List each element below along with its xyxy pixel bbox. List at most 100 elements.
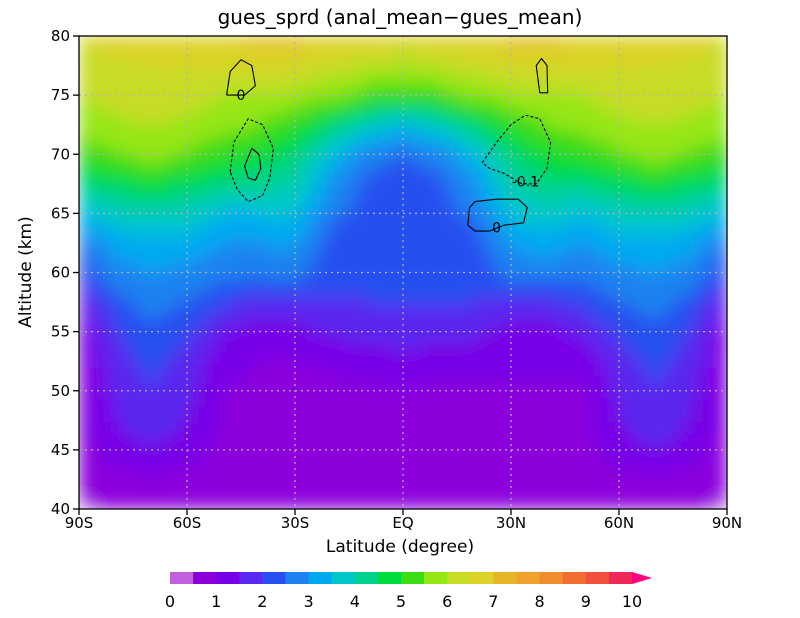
- heatmap-cell: [208, 477, 217, 486]
- heatmap-cell: [439, 209, 447, 218]
- heatmap-cell: [208, 453, 217, 463]
- heatmap-cell: [640, 201, 649, 211]
- heatmap-cell: [165, 75, 174, 84]
- heatmap-cell: [215, 477, 224, 486]
- heatmap-cell: [136, 130, 145, 140]
- heatmap-cell: [107, 146, 116, 155]
- heatmap-cell: [611, 91, 620, 100]
- heatmap-cell: [158, 130, 166, 140]
- heatmap-cell: [489, 453, 498, 463]
- heatmap-cell: [590, 146, 598, 155]
- heatmap-cell: [453, 154, 462, 163]
- heatmap-cell: [143, 406, 152, 415]
- heatmap-cell: [79, 67, 87, 77]
- heatmap-cell: [489, 154, 498, 163]
- heatmap-cell: [712, 359, 721, 368]
- heatmap-cell: [719, 398, 727, 408]
- heatmap-cell: [208, 146, 217, 155]
- heatmap-cell: [453, 501, 462, 509]
- heatmap-cell: [93, 477, 102, 486]
- heatmap-cell: [662, 311, 670, 321]
- heatmap-cell: [611, 146, 620, 155]
- heatmap-cell: [179, 288, 188, 297]
- heatmap-cell: [431, 83, 440, 92]
- heatmap-cell: [676, 414, 685, 423]
- heatmap-cell: [158, 501, 166, 509]
- heatmap-cell: [165, 485, 174, 494]
- heatmap-cell: [179, 240, 188, 250]
- heatmap-cell: [352, 162, 361, 171]
- heatmap-cell: [287, 304, 296, 313]
- heatmap-cell: [503, 83, 512, 92]
- heatmap-cell: [655, 225, 663, 234]
- heatmap-cell: [662, 430, 670, 439]
- heatmap-cell: [151, 106, 159, 116]
- heatmap-cell: [259, 185, 267, 195]
- heatmap-cell: [431, 422, 440, 431]
- heatmap-cell: [532, 75, 541, 84]
- heatmap-cell: [439, 91, 447, 100]
- heatmap-cell: [431, 493, 440, 502]
- heatmap-cell: [705, 319, 714, 329]
- heatmap-cell: [424, 493, 433, 502]
- heatmap-cell: [525, 114, 534, 124]
- heatmap-cell: [475, 374, 483, 384]
- heatmap-cell: [388, 67, 397, 77]
- heatmap-cell: [244, 501, 253, 509]
- heatmap-cell: [662, 359, 670, 368]
- heatmap-cell: [619, 327, 627, 337]
- heatmap-cell: [403, 217, 411, 226]
- heatmap-cell: [575, 170, 584, 179]
- heatmap-cell: [655, 501, 663, 509]
- heatmap-cell: [633, 335, 642, 345]
- heatmap-cell: [712, 422, 721, 431]
- heatmap-cell: [143, 240, 152, 250]
- heatmap-cell: [345, 114, 354, 124]
- heatmap-cell: [410, 477, 418, 486]
- heatmap-cell: [439, 248, 447, 258]
- heatmap-cell: [107, 280, 116, 289]
- heatmap-cell: [302, 138, 310, 147]
- heatmap-cell: [503, 217, 512, 226]
- heatmap-cell: [295, 233, 303, 242]
- heatmap-cell: [460, 177, 469, 187]
- heatmap-cell: [676, 351, 685, 360]
- heatmap-cell: [547, 146, 555, 155]
- heatmap-cell: [381, 398, 390, 408]
- heatmap-cell: [367, 430, 375, 439]
- heatmap-cell: [518, 240, 526, 250]
- heatmap-cell: [223, 382, 231, 392]
- heatmap-cell: [662, 162, 670, 171]
- heatmap-cell: [597, 233, 606, 242]
- heatmap-cell: [302, 406, 310, 415]
- heatmap-cell: [367, 359, 375, 368]
- heatmap-cell: [518, 327, 526, 337]
- heatmap-cell: [655, 406, 663, 415]
- heatmap-cell: [460, 430, 469, 439]
- heatmap-cell: [568, 256, 577, 266]
- heatmap-cell: [590, 406, 598, 415]
- heatmap-cell: [266, 162, 274, 171]
- heatmap-cell: [122, 91, 130, 100]
- heatmap-cell: [395, 264, 404, 274]
- heatmap-cell: [539, 209, 548, 218]
- heatmap-cell: [583, 264, 591, 274]
- heatmap-cell: [460, 422, 469, 431]
- heatmap-cell: [511, 146, 519, 155]
- heatmap-cell: [129, 130, 138, 140]
- heatmap-cell: [143, 146, 152, 155]
- heatmap-cell: [619, 201, 627, 211]
- heatmap-cell: [705, 154, 714, 163]
- heatmap-cell: [583, 406, 591, 415]
- heatmap-cell: [79, 477, 87, 486]
- heatmap-cell: [547, 264, 555, 274]
- heatmap-cell: [655, 91, 663, 100]
- heatmap-cell: [410, 311, 418, 321]
- heatmap-cell: [676, 477, 685, 486]
- heatmap-cell: [619, 99, 627, 108]
- heatmap-cell: [287, 398, 296, 408]
- heatmap-cell: [539, 485, 548, 494]
- heatmap-cell: [115, 477, 123, 486]
- heatmap-cell: [215, 311, 224, 321]
- heatmap-cell: [561, 390, 570, 400]
